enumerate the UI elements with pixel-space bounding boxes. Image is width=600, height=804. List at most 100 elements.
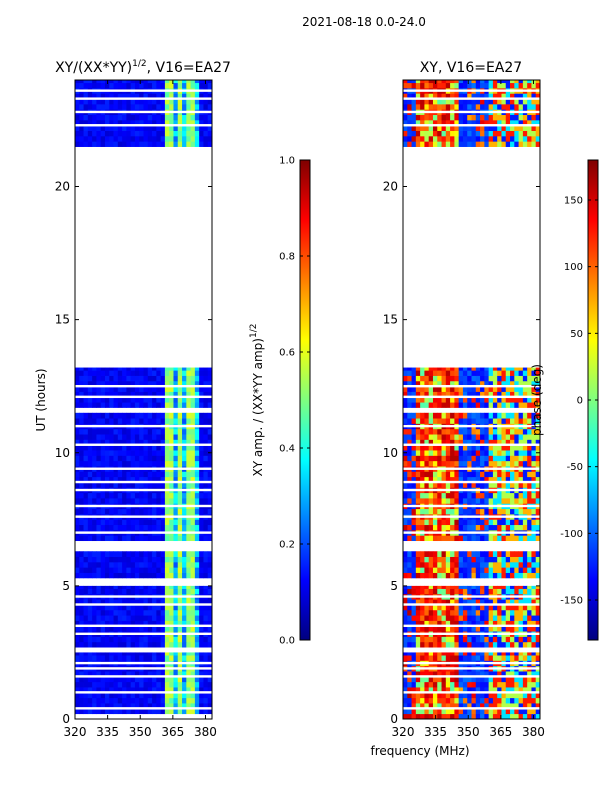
heatmap-cell bbox=[190, 434, 196, 440]
heatmap-cell bbox=[462, 620, 468, 627]
heatmap-cell bbox=[467, 380, 472, 387]
heatmap-cell bbox=[505, 391, 511, 398]
heatmap-cell bbox=[454, 604, 460, 611]
heatmap-cell bbox=[518, 561, 524, 568]
heatmap-cell bbox=[100, 471, 106, 478]
heatmap-cell bbox=[531, 498, 537, 504]
heatmap-cell bbox=[441, 82, 447, 89]
heatmap-cell bbox=[522, 652, 528, 656]
heatmap-cell bbox=[79, 492, 84, 499]
heatmap-cell bbox=[518, 697, 524, 704]
heatmap-cell bbox=[467, 604, 472, 611]
flagged-row bbox=[75, 110, 212, 114]
heatmap-cell bbox=[126, 412, 132, 419]
heatmap-cell bbox=[79, 508, 84, 515]
heatmap-cell bbox=[96, 460, 102, 467]
heatmap-cell bbox=[83, 434, 89, 440]
heatmap-cell bbox=[152, 551, 157, 557]
y-tick-label: 10 bbox=[55, 446, 70, 460]
heatmap-cell bbox=[492, 556, 498, 563]
heatmap-cell bbox=[424, 418, 430, 424]
heatmap-cell bbox=[87, 135, 93, 142]
heatmap-cell bbox=[134, 396, 140, 403]
heatmap-cell bbox=[535, 636, 541, 643]
heatmap-cell bbox=[79, 692, 84, 699]
heatmap-cell bbox=[484, 636, 490, 643]
heatmap-cell bbox=[199, 130, 204, 137]
heatmap-cell bbox=[147, 655, 153, 661]
heatmap-cell bbox=[411, 625, 417, 632]
heatmap-cell bbox=[471, 572, 477, 579]
heatmap-cell bbox=[492, 380, 498, 387]
heatmap-cell bbox=[497, 386, 502, 392]
heatmap-cell bbox=[194, 508, 200, 515]
heatmap-cell bbox=[441, 412, 447, 419]
heatmap-cell bbox=[160, 636, 166, 643]
heatmap-cell bbox=[535, 676, 541, 683]
heatmap-cell bbox=[182, 604, 187, 611]
heatmap-cell bbox=[471, 609, 477, 616]
heatmap-cell bbox=[403, 492, 408, 499]
heatmap-cell bbox=[173, 588, 179, 595]
heatmap-cell bbox=[164, 556, 170, 563]
heatmap-cell bbox=[87, 386, 93, 392]
heatmap-cell bbox=[143, 655, 149, 661]
heatmap-cell bbox=[467, 370, 472, 376]
heatmap-cell bbox=[182, 609, 187, 616]
heatmap-cell bbox=[488, 641, 494, 648]
heatmap-cell bbox=[117, 135, 123, 142]
heatmap-cell bbox=[199, 476, 204, 483]
heatmap-cell bbox=[92, 636, 97, 643]
heatmap-cell bbox=[169, 402, 174, 408]
heatmap-cell bbox=[139, 561, 144, 568]
heatmap-cell bbox=[510, 604, 515, 611]
heatmap-cell bbox=[510, 708, 515, 715]
heatmap-cell bbox=[522, 692, 528, 699]
heatmap-cell bbox=[92, 460, 97, 467]
heatmap-cell bbox=[96, 615, 102, 621]
heatmap-cell bbox=[83, 439, 89, 446]
heatmap-cell bbox=[488, 471, 494, 478]
heatmap-cell bbox=[527, 125, 532, 131]
heatmap-cell bbox=[147, 519, 153, 526]
heatmap-cell bbox=[428, 498, 434, 504]
heatmap-cell bbox=[488, 141, 494, 147]
heatmap-cell bbox=[96, 98, 102, 105]
heatmap-cell bbox=[156, 103, 162, 110]
y-tick-label: 5 bbox=[390, 579, 398, 593]
heatmap-cell bbox=[458, 655, 464, 661]
heatmap-cell bbox=[100, 599, 106, 605]
heatmap-cell bbox=[100, 671, 106, 677]
heatmap-cell bbox=[458, 535, 464, 542]
heatmap-cell bbox=[458, 681, 464, 688]
heatmap-cell bbox=[139, 572, 144, 579]
heatmap-cell bbox=[207, 519, 213, 526]
heatmap-cell bbox=[450, 476, 455, 483]
heatmap-cell bbox=[467, 655, 472, 661]
heatmap-cell bbox=[147, 556, 153, 563]
heatmap-cell bbox=[403, 460, 408, 467]
heatmap-cell bbox=[535, 370, 541, 376]
heatmap-cell bbox=[96, 671, 102, 677]
heatmap-cell bbox=[480, 450, 485, 456]
heatmap-cell bbox=[92, 434, 97, 440]
heatmap-cell bbox=[122, 367, 127, 371]
heatmap-cell bbox=[186, 609, 191, 616]
heatmap-cell bbox=[122, 380, 127, 387]
heatmap-cell bbox=[182, 428, 187, 435]
heatmap-cell bbox=[420, 604, 425, 611]
heatmap-cell bbox=[497, 103, 502, 110]
heatmap-cell bbox=[415, 492, 421, 499]
heatmap-cell bbox=[173, 391, 179, 398]
heatmap-cell bbox=[467, 119, 472, 126]
heatmap-cell bbox=[173, 535, 179, 542]
heatmap-cell bbox=[458, 708, 464, 715]
heatmap-cell bbox=[173, 386, 179, 392]
heatmap-cell bbox=[194, 535, 200, 542]
heatmap-cell bbox=[445, 482, 451, 488]
heatmap-cell bbox=[143, 676, 149, 683]
heatmap-cell bbox=[173, 418, 179, 424]
heatmap-cell bbox=[160, 692, 166, 699]
heatmap-cell bbox=[475, 508, 481, 515]
heatmap-cell bbox=[79, 367, 84, 371]
